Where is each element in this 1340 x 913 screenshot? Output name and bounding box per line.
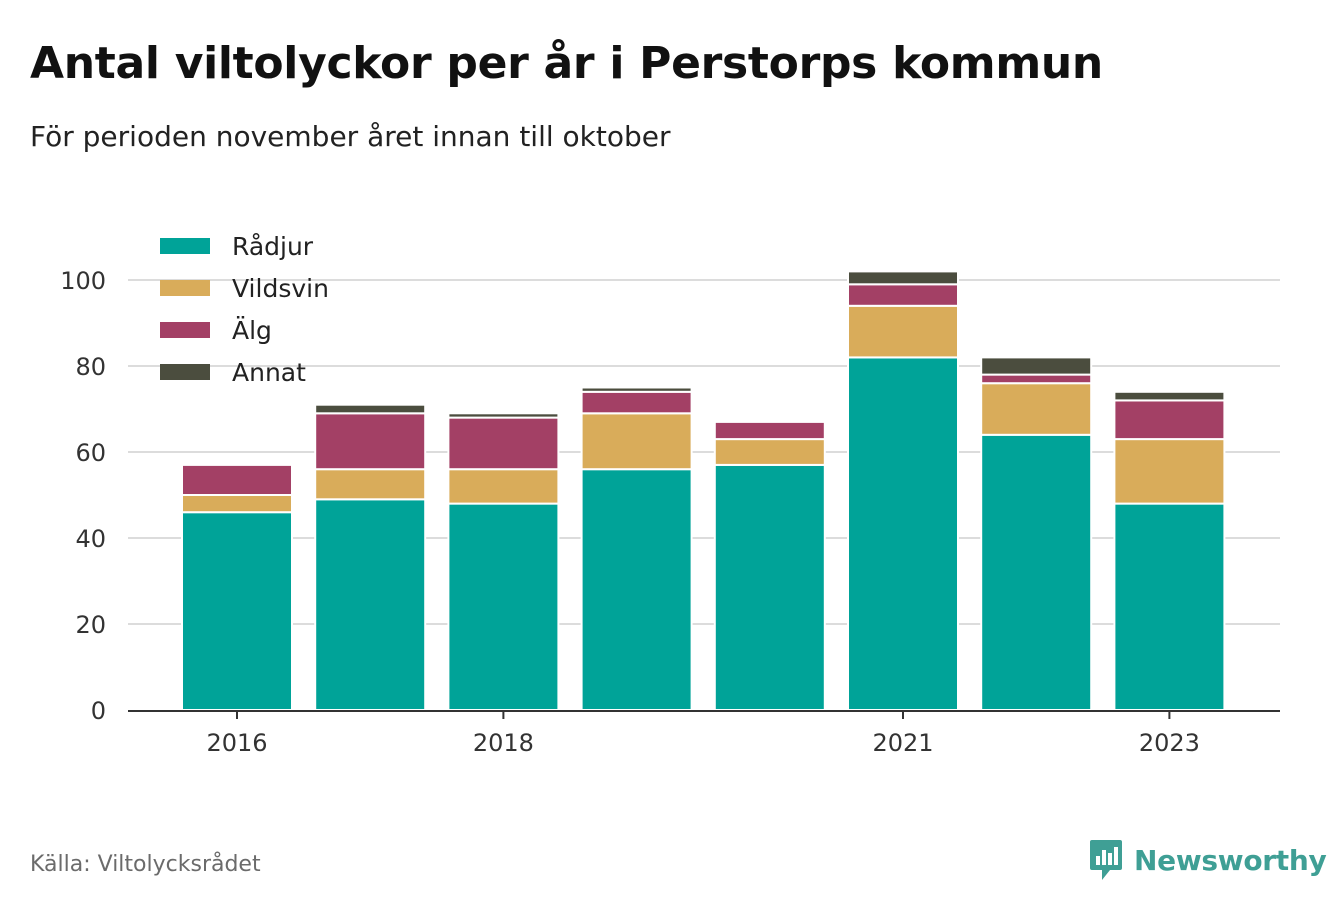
bar-segment-2020-1 [713, 463, 826, 711]
x-tick-label: 2023 [1139, 729, 1200, 757]
bar-segment-2019-3 [580, 390, 693, 415]
y-tick-label: 60 [75, 439, 106, 467]
bars [181, 270, 1226, 712]
bar-segment-2022-3 [980, 373, 1093, 385]
y-tick-labels: 0 20 40 60 80 100 [60, 267, 106, 725]
chart-subtitle: För perioden november året innan till ok… [30, 120, 671, 153]
y-tick-label: 0 [91, 697, 106, 725]
legend-label: Vildsvin [232, 274, 329, 303]
bar-segment-2019-2 [580, 412, 693, 471]
bar-segment-2020-3 [713, 420, 826, 441]
bar-segment-2021-2 [847, 304, 959, 359]
bar-segment-2018-1 [447, 502, 560, 711]
bar-segment-2022-1 [980, 433, 1093, 711]
y-tick-label: 80 [75, 353, 106, 381]
legend-swatch [160, 280, 210, 296]
x-tick-label: 2018 [473, 729, 534, 757]
bar-segment-2019-1 [580, 468, 693, 712]
bar-segment-2021-3 [847, 283, 959, 307]
bar-segment-2017-3 [314, 412, 427, 471]
y-tick-label: 100 [60, 267, 106, 295]
legend-label: Annat [232, 358, 306, 387]
bar-segment-2017-1 [314, 498, 427, 711]
bar-segment-2023-4 [1113, 390, 1226, 402]
brand-name: Newsworthy [1134, 843, 1327, 877]
y-tick-label: 40 [75, 525, 106, 553]
gridlines [128, 279, 1280, 625]
bar-segment-2016-2 [181, 494, 293, 514]
bar-segment-2017-2 [314, 468, 427, 501]
bar-segment-2016-3 [181, 463, 293, 496]
bar-segment-2018-3 [447, 416, 560, 471]
x-tick-label: 2016 [206, 729, 267, 757]
bar-segment-2018-2 [447, 468, 560, 505]
legend: Rådjur Vildsvin Älg Annat [160, 232, 329, 387]
newsworthy-logo-icon [1090, 840, 1122, 880]
bar-segment-2019-4 [580, 386, 693, 393]
x-tick-label: 2021 [872, 729, 933, 757]
brand-logo: Newsworthy [1088, 838, 1327, 882]
bar-segment-2016-1 [181, 511, 293, 712]
bar-segment-2023-2 [1113, 438, 1226, 505]
bar-segment-2022-2 [980, 382, 1093, 436]
bar-segment-2017-4 [314, 403, 427, 415]
bar-segment-2023-3 [1113, 399, 1226, 441]
x-tick-labels: 2016 2018 2021 2023 [206, 729, 1199, 757]
bar-segment-2020-2 [713, 438, 826, 466]
bar-segment-2021-4 [847, 270, 959, 286]
legend-swatch [160, 322, 210, 338]
legend-swatch [160, 364, 210, 380]
chart-title: Antal viltolyckor per år i Perstorps kom… [30, 38, 1103, 89]
source-note: Källa: Viltolycksrådet [30, 852, 261, 877]
legend-label: Rådjur [232, 232, 314, 261]
legend-swatch [160, 238, 210, 254]
legend-label: Älg [232, 316, 272, 345]
y-tick-label: 20 [75, 611, 106, 639]
x-axis [128, 710, 1280, 719]
bar-segment-2023-1 [1113, 502, 1226, 711]
bar-segment-2022-4 [980, 356, 1093, 376]
bar-segment-2018-4 [447, 412, 560, 419]
bar-segment-2021-1 [847, 356, 959, 711]
